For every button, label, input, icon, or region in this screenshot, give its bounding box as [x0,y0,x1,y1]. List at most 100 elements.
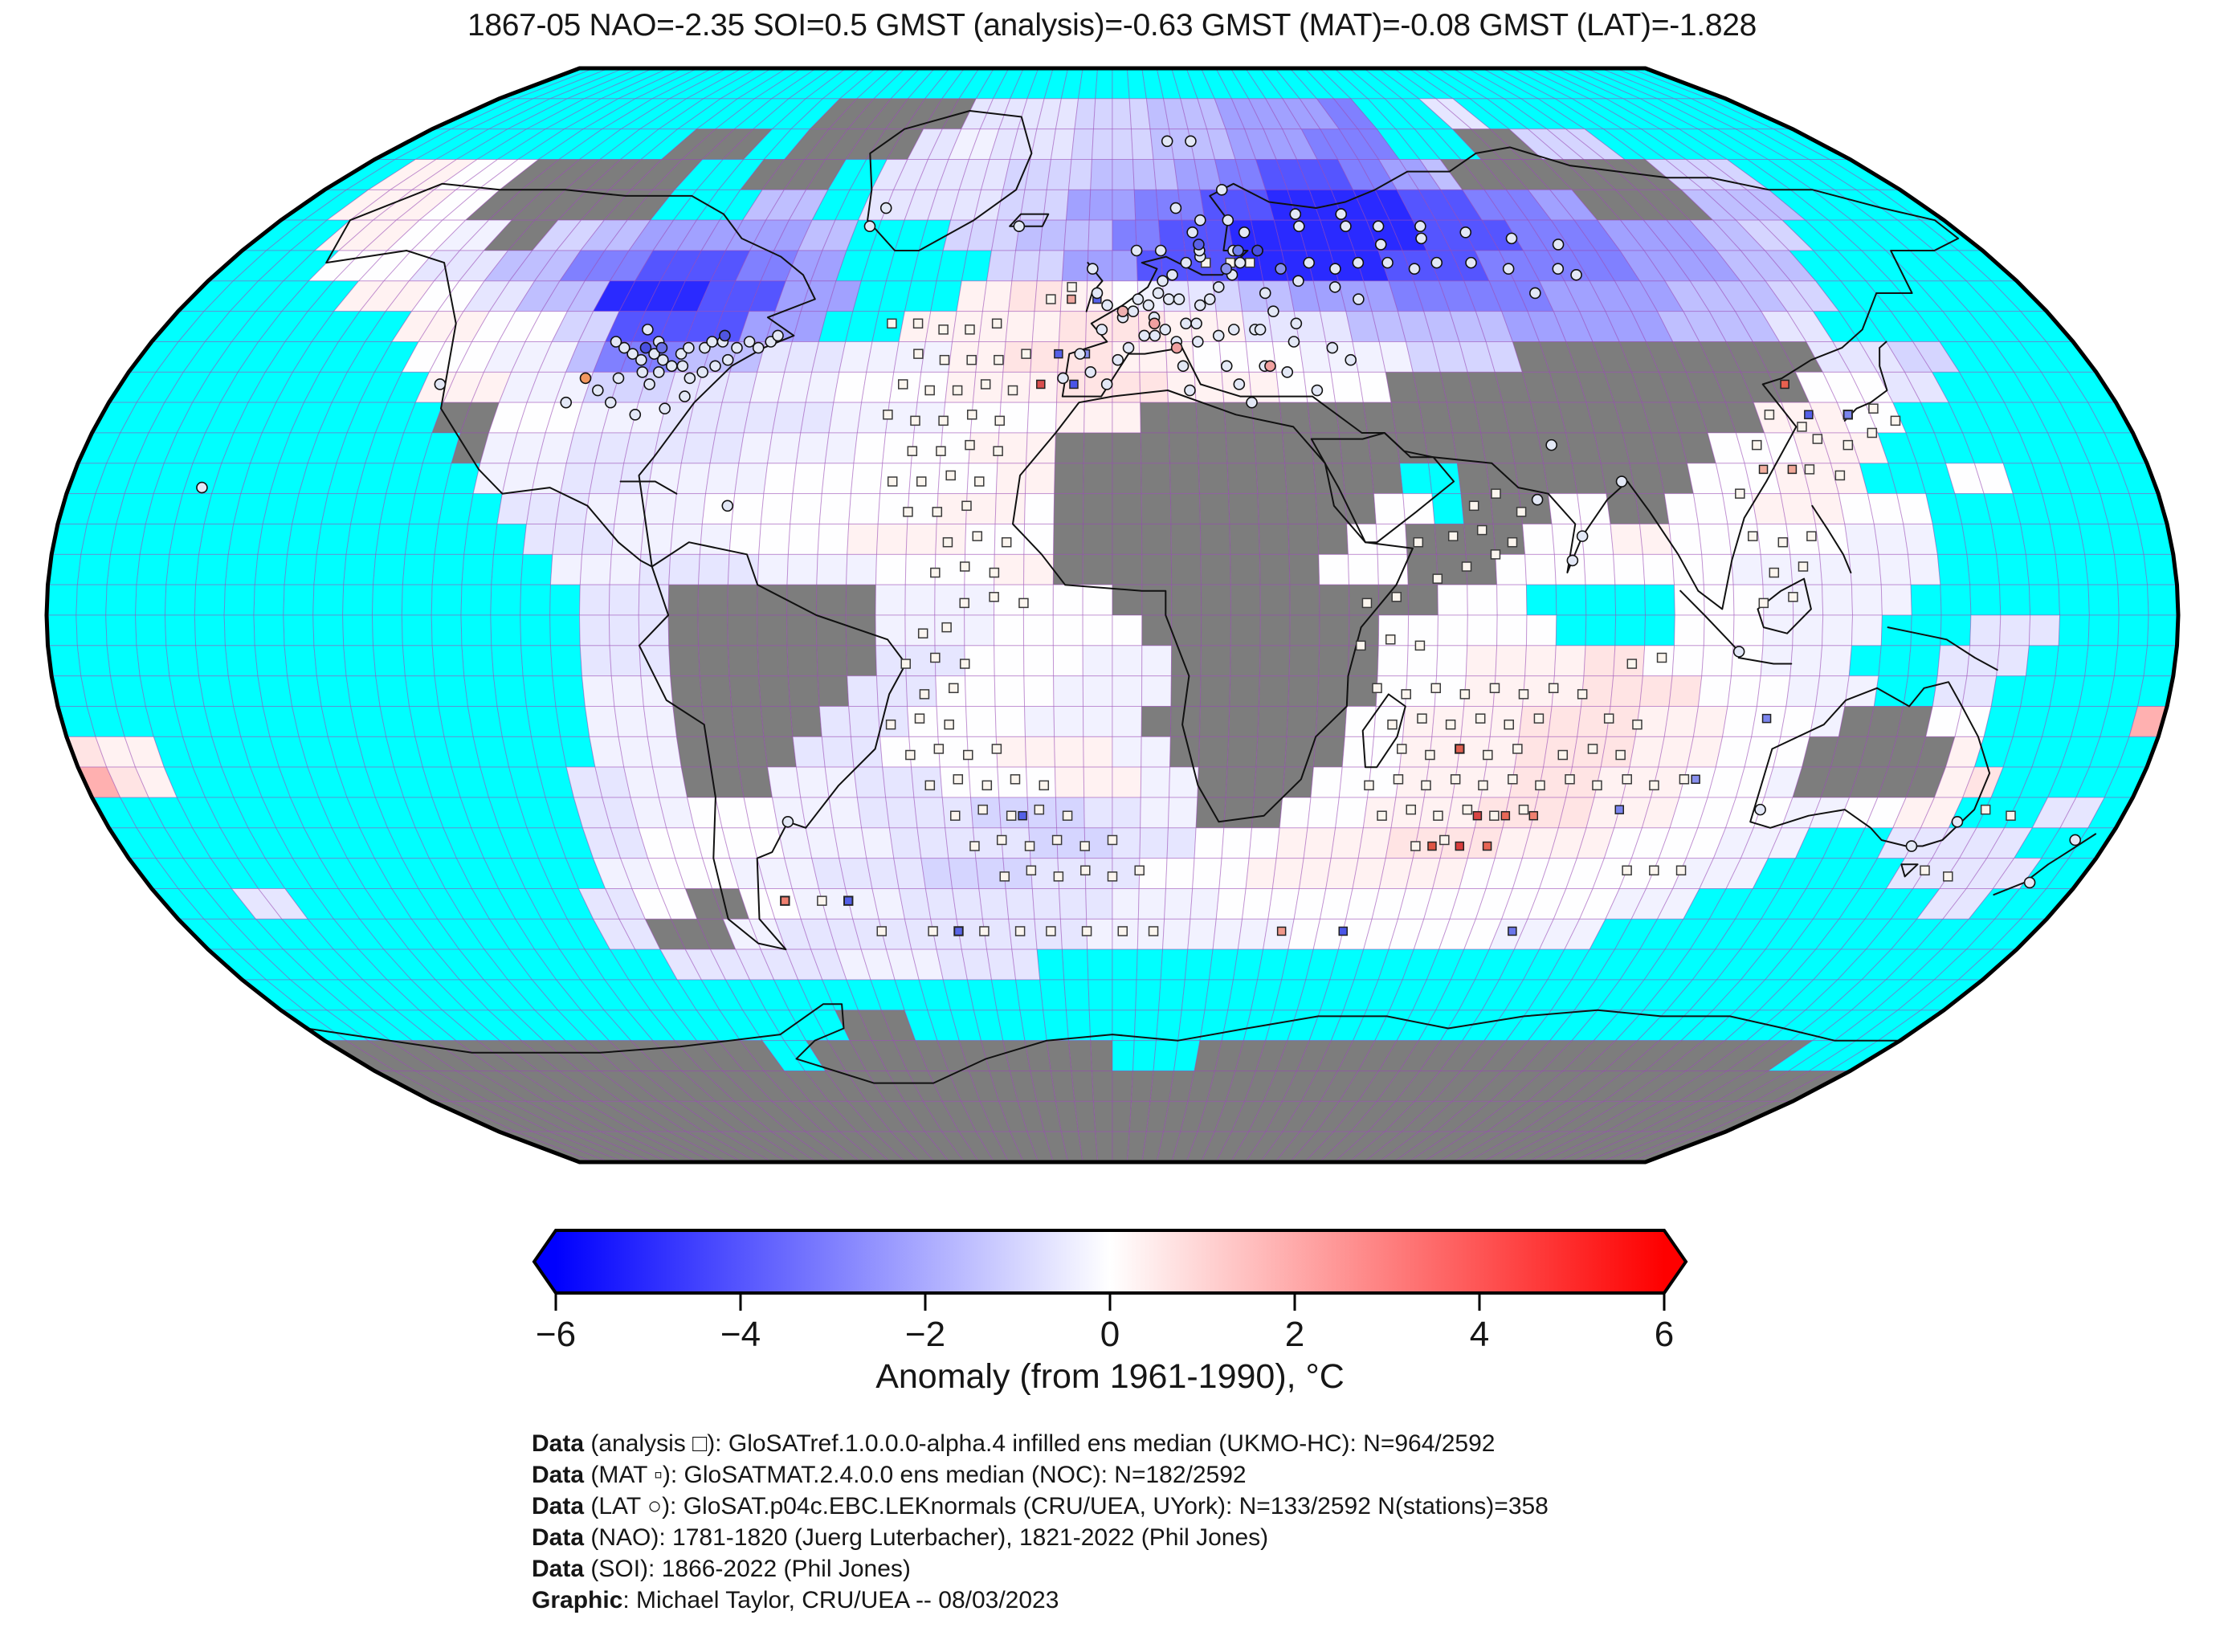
grid-cell [292,706,328,737]
grid-cell [1192,858,1222,889]
grid-cell [1299,341,1332,373]
grid-cell [680,766,716,798]
grid-cell [1200,614,1231,647]
grid-cell [731,493,765,524]
credit-prefix: Data [532,1524,585,1551]
circle-marker [1192,336,1204,348]
grid-cell [401,341,447,373]
square-marker [1432,573,1443,584]
square-marker [993,446,1003,456]
grid-cell [1623,159,1683,190]
grid-cell [1092,98,1113,130]
grid-cell [1305,250,1340,282]
grid-cell [135,614,167,647]
grid-cell [1641,797,1680,829]
grid-cell [431,614,463,647]
grid-cell [948,858,980,889]
grid-cell [1024,706,1055,737]
grid-cell [1436,645,1468,677]
grid-cell [460,584,492,616]
grid-cell [1525,614,1557,647]
grid-cell [875,614,906,647]
grid-cell [109,675,146,707]
grid-cell [1606,493,1641,524]
circle-marker [1502,263,1515,275]
grid-cell [1330,827,1364,859]
square-marker [1053,871,1064,882]
grid-cell [283,614,315,647]
credit-line: Data (SOI): 1866-2022 (Phil Jones) [532,1553,1549,1585]
grid-cell [1141,584,1173,616]
circle-marker [1203,293,1216,305]
grid-cell [824,432,858,464]
grid-cell [491,553,524,585]
grid-cell [1063,219,1090,251]
grid-cell [139,675,176,707]
grid-cell [1555,584,1587,616]
grid-cell [966,979,998,1011]
grid-cell [1091,1071,1113,1102]
grid-cell [1026,402,1058,434]
square-marker [1034,804,1045,815]
square-marker [1401,689,1411,700]
square-marker [1764,410,1775,420]
grid-cell [1362,402,1397,434]
grid-cell [1024,493,1055,524]
grid-cell [610,524,644,555]
square-marker [1039,780,1050,791]
grid-cell [618,736,654,768]
colorbar-tick-label: −6 [536,1315,576,1354]
circle-marker-colored [655,341,668,354]
grid-cell [790,493,822,524]
grid-cell [1570,250,1616,282]
grid-cell [264,341,313,373]
grid-cell [463,524,498,555]
grid-cell [134,432,178,464]
grid-cell [911,250,944,282]
grid-cell [1788,250,1842,282]
circle-marker [879,202,892,214]
circle-marker [699,341,711,354]
grid-cell [522,675,557,707]
grid-cell [2079,524,2116,555]
square-marker [905,749,916,761]
grid-cell [2025,553,2059,585]
circle-marker [1372,220,1385,233]
grid-cell [582,524,615,555]
grid-cell [1167,402,1198,434]
grid-cell [964,614,995,647]
square-marker [930,567,941,578]
grid-cell [2025,645,2059,677]
square-marker [1735,488,1745,499]
grid-cell [1527,888,1567,920]
grid-cell [817,675,850,707]
circle-marker [1157,275,1169,288]
grid-cell [520,614,551,647]
grid-cell [106,645,141,677]
square-marker [974,476,985,487]
credit-text: (NAO): 1781-1820 (Juerg Luterbacher), 18… [584,1524,1269,1551]
square-marker [919,689,930,700]
grid-cell [1052,645,1083,677]
square-marker [1675,865,1687,876]
grid-cell [1112,463,1142,495]
circle-marker [1254,324,1267,336]
coastline-tasmania [1900,863,1919,878]
circle-marker [1166,268,1178,281]
grid-cell [549,614,581,647]
circle-marker [610,336,622,348]
square-marker [972,531,983,541]
square-marker [2006,810,2016,821]
grid-cell [1341,463,1375,495]
grid-cell [673,159,724,190]
circle-marker [1180,256,1193,269]
grid-cell [1838,706,1875,737]
grid-cell [942,979,975,1011]
square-marker [952,385,963,396]
grid-cell [1565,341,1606,373]
grid-cell [223,614,255,647]
grid-cell [1966,645,2001,677]
square-marker [887,476,898,487]
grid-cell [1050,1071,1075,1102]
circle-marker [683,341,695,354]
